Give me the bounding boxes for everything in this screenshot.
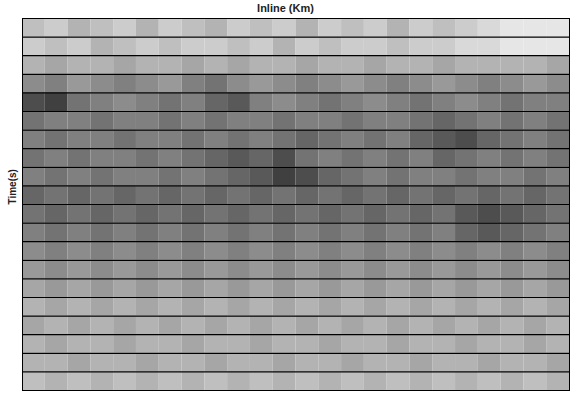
html-text:Inline (Km): Inline (Km) bbox=[257, 2, 314, 14]
svg-text:Time(s): Time(s) bbox=[7, 169, 18, 204]
